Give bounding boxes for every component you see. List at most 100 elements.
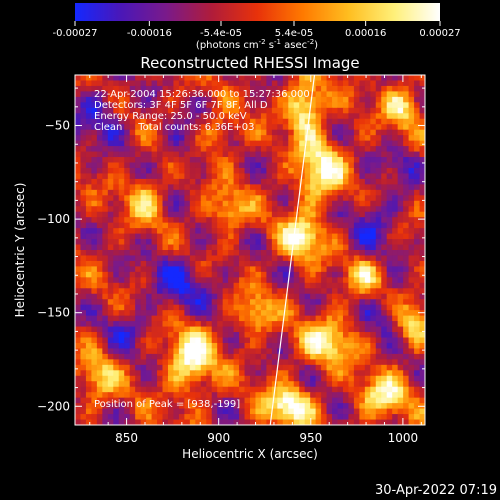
heatmap-cell — [239, 129, 246, 136]
heatmap-cell — [91, 173, 98, 180]
heatmap-cell — [255, 293, 262, 300]
heatmap-cell — [293, 151, 300, 158]
heatmap-cell — [299, 80, 306, 87]
heatmap-cell — [195, 211, 202, 218]
heatmap-cell — [375, 124, 382, 131]
heatmap-cell — [375, 118, 382, 125]
heatmap-cell — [96, 233, 103, 240]
heatmap-cell — [157, 255, 163, 262]
heatmap-cell — [353, 266, 360, 273]
heatmap-cell — [91, 244, 98, 251]
heatmap-cell — [408, 392, 415, 399]
heatmap-cell — [113, 375, 120, 382]
heatmap-cell — [414, 85, 421, 92]
heatmap-cell — [386, 250, 393, 256]
heatmap-cell — [178, 304, 185, 311]
heatmap-cell — [107, 211, 114, 218]
heatmap-cell — [217, 228, 224, 235]
heatmap-cell — [140, 364, 147, 371]
heatmap-cell — [75, 184, 81, 191]
heatmap-cell — [364, 102, 371, 109]
heatmap-cell — [381, 228, 388, 235]
heatmap-cell — [124, 80, 131, 87]
heatmap-cell — [157, 118, 163, 125]
heatmap-cell — [85, 107, 92, 114]
heatmap-cell — [288, 271, 295, 278]
heatmap-cell — [277, 337, 284, 344]
heatmap-cell — [293, 381, 300, 388]
heatmap-cell — [244, 85, 251, 92]
heatmap-cell — [266, 129, 273, 136]
heatmap-cell — [135, 244, 142, 251]
heatmap-cell — [397, 310, 404, 317]
heatmap-cell — [107, 184, 114, 191]
heatmap-cell — [195, 342, 202, 349]
heatmap-cell — [189, 293, 196, 300]
heatmap-cell — [370, 217, 377, 224]
heatmap-cell — [250, 146, 256, 153]
heatmap-cell — [364, 359, 371, 366]
heatmap-cell — [75, 135, 81, 142]
heatmap-cell — [250, 222, 256, 229]
heatmap-cell — [91, 304, 98, 311]
heatmap-cell — [228, 157, 235, 163]
heatmap-cell — [348, 403, 355, 410]
heatmap-cell — [397, 414, 404, 421]
heatmap-cell — [85, 375, 92, 382]
heatmap-cell — [244, 348, 251, 355]
heatmap-cell — [96, 250, 103, 256]
heatmap-cell — [173, 392, 180, 399]
heatmap-cell — [386, 370, 393, 377]
heatmap-cell — [239, 151, 246, 158]
heatmap-cell — [217, 326, 224, 333]
heatmap-cell — [233, 135, 240, 142]
heatmap-cell — [178, 271, 185, 278]
heatmap-cell — [96, 304, 103, 311]
heatmap-cell — [173, 342, 180, 349]
heatmap-cell — [222, 151, 229, 158]
heatmap-cell — [140, 233, 147, 240]
heatmap-cell — [315, 277, 322, 284]
heatmap-cell — [211, 392, 218, 399]
heatmap-cell — [310, 315, 317, 322]
heatmap-cell — [326, 353, 333, 360]
heatmap-cell — [277, 293, 284, 300]
heatmap-cell — [342, 233, 349, 240]
heatmap-cell — [96, 288, 103, 295]
heatmap-cell — [260, 113, 267, 120]
heatmap-cell — [250, 250, 256, 256]
heatmap-cell — [386, 135, 393, 142]
heatmap-cell — [102, 288, 109, 295]
heatmap-cell — [102, 124, 109, 131]
heatmap-cell — [392, 403, 399, 410]
heatmap-cell — [299, 113, 306, 120]
heatmap-cell — [113, 370, 120, 377]
heatmap-cell — [162, 321, 169, 328]
heatmap-cell — [217, 217, 224, 224]
heatmap-cell — [140, 255, 147, 262]
heatmap-cell — [217, 266, 224, 273]
heatmap-cell — [419, 414, 425, 421]
heatmap-cell — [124, 195, 131, 202]
heatmap-cell — [189, 370, 196, 377]
heatmap-cell — [189, 342, 196, 349]
heatmap-cell — [332, 239, 338, 246]
heatmap-cell — [206, 91, 213, 98]
heatmap-cell — [157, 250, 163, 256]
heatmap-cell — [157, 85, 163, 92]
heatmap-cell — [124, 337, 131, 344]
heatmap-cell — [135, 397, 142, 404]
heatmap-cell — [167, 167, 174, 174]
heatmap-cell — [118, 408, 125, 415]
heatmap-cell — [255, 200, 262, 207]
heatmap-cell — [260, 91, 267, 98]
heatmap-cell — [162, 239, 169, 246]
heatmap-cell — [146, 228, 153, 235]
heatmap-cell — [157, 102, 163, 109]
heatmap-cell — [348, 167, 355, 174]
heatmap-cell — [364, 151, 371, 158]
heatmap-cell — [364, 310, 371, 317]
heatmap-cell — [299, 255, 306, 262]
heatmap-cell — [397, 250, 404, 256]
heatmap-cell — [102, 277, 109, 284]
